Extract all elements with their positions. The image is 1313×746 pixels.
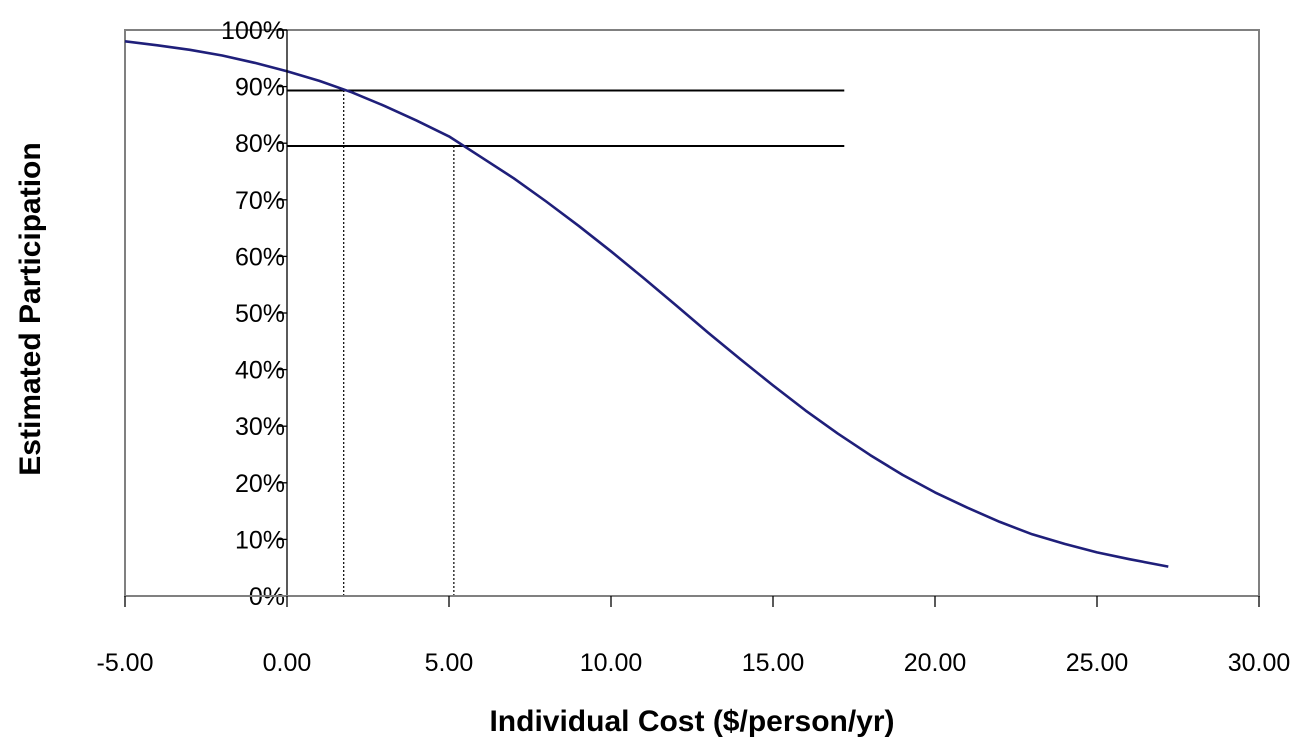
y-tick-label: 20% bbox=[235, 470, 285, 498]
x-tick-label: 30.00 bbox=[1228, 649, 1291, 677]
y-tick-label: 90% bbox=[235, 74, 285, 102]
y-axis-title: Estimated Participation bbox=[14, 142, 47, 475]
y-tick-label: 30% bbox=[235, 413, 285, 441]
plot-frame bbox=[124, 29, 1260, 597]
reference-lines bbox=[287, 89, 845, 596]
y-tick-label: 100% bbox=[221, 17, 285, 45]
y-tick-label: 70% bbox=[235, 187, 285, 215]
x-tick-label: 20.00 bbox=[904, 649, 967, 677]
x-axis-title: Individual Cost ($/person/yr) bbox=[489, 705, 894, 738]
x-tick-label: 5.00 bbox=[425, 649, 474, 677]
x-tick-label: 15.00 bbox=[742, 649, 805, 677]
series-layer bbox=[124, 40, 1169, 568]
x-tick-label: 25.00 bbox=[1066, 649, 1129, 677]
x-tick-label: 10.00 bbox=[580, 649, 643, 677]
y-tick-label: 50% bbox=[235, 300, 285, 328]
x-axis: -5.00 0.00 5.00 10.00 15.00 20.00 25.00 30.00 bbox=[97, 595, 1291, 677]
x-tick-label: 0.00 bbox=[263, 649, 312, 677]
y-tick-label: 60% bbox=[235, 243, 285, 271]
y-tick-label: 10% bbox=[235, 526, 285, 554]
y-axis: 0%10%20%30%40%50%60%70%80%90%100% bbox=[221, 17, 288, 611]
y-tick-label: 80% bbox=[235, 130, 285, 158]
participation-curve bbox=[124, 40, 1169, 568]
y-tick-label: 40% bbox=[235, 357, 285, 385]
x-tick-label: -5.00 bbox=[97, 649, 154, 677]
plot-area-border bbox=[124, 29, 1260, 597]
